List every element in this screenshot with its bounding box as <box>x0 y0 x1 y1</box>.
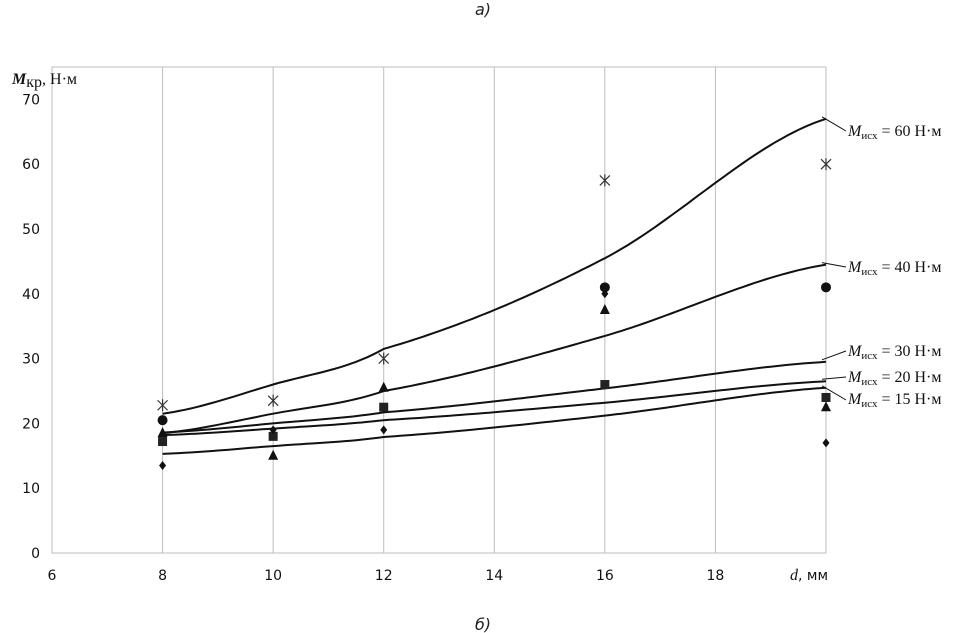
curve-label-leader-3 <box>821 376 847 380</box>
point-s4-4 <box>822 438 830 448</box>
x-tick-6: 6 <box>48 568 57 584</box>
point-s3-1 <box>268 431 278 441</box>
point-s0-1 <box>267 394 279 407</box>
y-tick-10: 10 <box>22 481 40 497</box>
point-s0-3 <box>599 174 611 187</box>
point-s4-1 <box>269 425 277 435</box>
point-s3-4 <box>821 392 831 402</box>
point-s1-1 <box>599 282 610 293</box>
point-s4-0 <box>159 461 167 471</box>
y-tick-20: 20 <box>22 416 40 432</box>
caption-bottom: б) <box>475 615 491 633</box>
y-tick-labels: 0 10 20 30 40 50 60 70 <box>22 92 40 562</box>
point-s0-0 <box>157 399 168 412</box>
y-tick-70: 70 <box>22 92 40 108</box>
point-s2-2 <box>378 381 389 392</box>
x-tick-16: 16 <box>596 568 614 584</box>
point-s2-3 <box>599 304 610 314</box>
curve-label-leader-1 <box>821 262 847 268</box>
fit-curve-1 <box>162 263 827 435</box>
curve-label-2: Mисх = 30 Н·м <box>847 343 941 362</box>
x-tick-10: 10 <box>264 568 282 584</box>
point-s2-1 <box>268 449 279 460</box>
fit-curve-4 <box>162 386 827 455</box>
x-tick-8: 8 <box>158 568 167 584</box>
curve-labels: Mисх = 60 Н·м Mисх = 40 Н·м Mисх = 30 Н·м M… <box>821 116 941 410</box>
point-s3-0 <box>158 437 168 447</box>
x-tick-12: 12 <box>375 568 393 584</box>
point-s4-3 <box>601 289 609 299</box>
caption-top: а) <box>475 0 491 19</box>
curve-label-3: Mисх = 20 Н·м <box>847 369 941 388</box>
curve-label-0: Mисх = 60 Н·м <box>847 123 941 142</box>
point-s2-4 <box>821 401 831 412</box>
point-s0-2 <box>378 352 390 365</box>
point-s1-2 <box>821 282 831 293</box>
point-s0-4 <box>820 158 832 171</box>
point-s1-0 <box>157 415 168 426</box>
y-tick-60: 60 <box>22 157 40 173</box>
x-axis-label: d, мм <box>790 567 828 584</box>
curve-label-1: Mисх = 40 Н·м <box>847 259 941 278</box>
fit-curve-0 <box>162 117 827 415</box>
curve-label-leader-0 <box>821 116 847 132</box>
curve-label-4: Mисх = 15 Н·м <box>847 391 941 410</box>
x-tick-14: 14 <box>485 568 503 584</box>
y-tick-30: 30 <box>22 352 40 368</box>
x-tick-18: 18 <box>707 568 725 584</box>
point-s3-3 <box>600 380 610 390</box>
y-tick-40: 40 <box>22 287 40 303</box>
point-s2-0 <box>157 427 168 438</box>
gridlines <box>162 67 716 553</box>
y-tick-50: 50 <box>22 222 40 238</box>
data-points <box>157 158 832 471</box>
curve-label-leader-4 <box>821 385 847 401</box>
fit-curve-2 <box>162 360 827 434</box>
point-s4-2 <box>380 425 388 435</box>
y-tick-0: 0 <box>31 546 40 562</box>
x-tick-labels: 6 8 10 12 14 16 18 <box>48 568 725 584</box>
point-s3-2 <box>379 402 389 412</box>
curve-label-leader-2 <box>821 350 847 361</box>
plot-frame <box>51 66 827 554</box>
y-axis-label: Mкр, Н·м <box>11 71 77 91</box>
